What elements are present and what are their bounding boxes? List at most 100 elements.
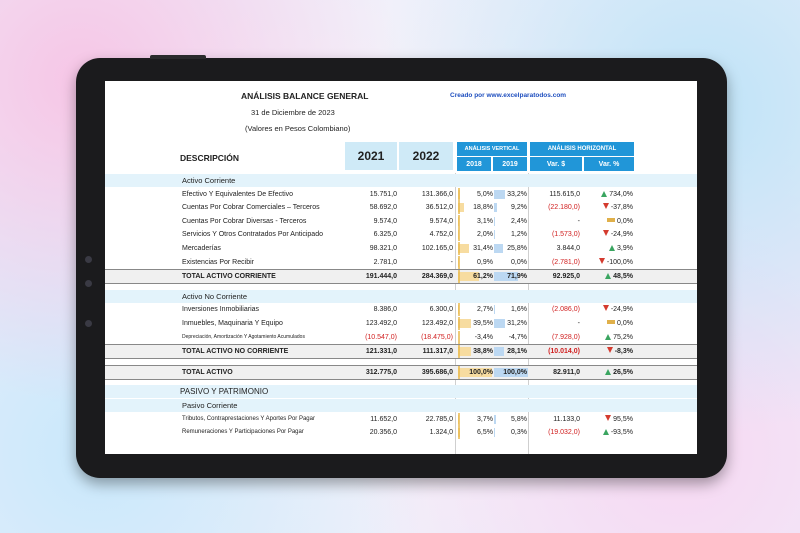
value-2022[interactable]: (18.475,0) bbox=[421, 333, 453, 341]
section-label[interactable]: PASIVO Y PATRIMONIO bbox=[180, 387, 269, 397]
value-2021[interactable]: 6.325,0 bbox=[373, 231, 397, 239]
horizontal-var-pct[interactable]: -24,9% bbox=[583, 228, 633, 241]
value-2022[interactable]: 284.369,0 bbox=[421, 273, 453, 281]
horizontal-var-abs[interactable]: (19.032,0) bbox=[548, 429, 580, 437]
value-2021[interactable]: 8.386,0 bbox=[373, 306, 397, 314]
vertical-pct-year2[interactable]: 5,8% bbox=[511, 415, 527, 423]
horizontal-var-abs[interactable]: (1.573,0) bbox=[551, 231, 580, 239]
value-2022[interactable]: 6.300,0 bbox=[429, 306, 453, 314]
vertical-pct-year1[interactable]: 2,7% bbox=[477, 306, 493, 314]
row-label[interactable]: Depreciación, Amortización Y Agotamiento… bbox=[182, 333, 305, 340]
horizontal-var-pct[interactable]: 0,0% bbox=[583, 317, 633, 330]
horizontal-var-pct[interactable]: 734,0% bbox=[583, 188, 633, 201]
value-2021[interactable]: 15.751,0 bbox=[369, 190, 397, 198]
row-label[interactable]: Servicios Y Otros Contratados Por Antici… bbox=[182, 231, 323, 239]
vertical-pct-year2[interactable]: 0,0% bbox=[511, 258, 527, 266]
vertical-pct-year1[interactable]: 18,8% bbox=[473, 204, 493, 212]
horizontal-var-pct[interactable]: -24,9% bbox=[583, 303, 633, 316]
row-label[interactable]: Mercaderías bbox=[182, 245, 221, 252]
vertical-pct-year2[interactable]: 1,6% bbox=[511, 306, 527, 314]
vertical-pct-year2[interactable]: 100,0% bbox=[503, 368, 527, 376]
horizontal-var-pct[interactable]: 3,9% bbox=[583, 242, 633, 255]
value-2022[interactable]: 395.686,0 bbox=[421, 368, 453, 376]
vertical-pct-year1[interactable]: 31,4% bbox=[473, 245, 493, 252]
value-2021[interactable]: (10.547,0) bbox=[365, 333, 397, 341]
horizontal-var-abs[interactable]: - bbox=[577, 217, 580, 225]
horizontal-var-pct[interactable]: -93,5% bbox=[583, 426, 633, 439]
vertical-pct-year1[interactable]: 39,5% bbox=[473, 320, 493, 327]
value-2021[interactable]: 98.321,0 bbox=[369, 245, 397, 252]
vertical-pct-year1[interactable]: 6,5% bbox=[477, 429, 493, 437]
vertical-pct-year1[interactable]: 5,0% bbox=[477, 190, 493, 198]
section-label[interactable]: Activo No Corriente bbox=[182, 291, 248, 301]
vertical-pct-year2[interactable]: 28,1% bbox=[507, 348, 527, 356]
horizontal-var-abs[interactable]: 115.615,0 bbox=[549, 190, 580, 198]
row-label[interactable]: Existencias Por Recibir bbox=[182, 258, 254, 266]
vertical-pct-year2[interactable]: 33,2% bbox=[507, 190, 527, 198]
row-label[interactable]: Efectivo Y Equivalentes De Efectivo bbox=[182, 190, 294, 198]
value-2021[interactable]: 20.356,0 bbox=[369, 429, 397, 437]
horizontal-var-abs[interactable]: (2.086,0) bbox=[551, 306, 580, 314]
value-2021[interactable]: 9.574,0 bbox=[373, 217, 397, 225]
vertical-pct-year2[interactable]: 1,2% bbox=[511, 231, 527, 239]
value-2021[interactable]: 191.444,0 bbox=[365, 273, 397, 281]
value-2022[interactable]: - bbox=[450, 258, 453, 266]
row-label[interactable]: Inmuebles, Maquinaria Y Equipo bbox=[182, 320, 283, 327]
vertical-pct-year1[interactable]: 3,7% bbox=[477, 415, 493, 423]
value-2022[interactable]: 1.324,0 bbox=[429, 429, 453, 437]
value-2021[interactable]: 2.781,0 bbox=[373, 258, 397, 266]
row-label[interactable]: Tributos, Contraprestaciones Y Aportes P… bbox=[182, 415, 315, 422]
vertical-pct-year1[interactable]: 38,8% bbox=[473, 348, 493, 356]
horizontal-var-abs[interactable]: (10.014,0) bbox=[548, 348, 580, 356]
horizontal-var-pct[interactable]: 26,5% bbox=[583, 366, 633, 379]
horizontal-var-abs[interactable]: - bbox=[577, 320, 580, 327]
horizontal-var-pct[interactable]: 48,5% bbox=[583, 270, 633, 283]
value-2022[interactable]: 111.317,0 bbox=[422, 348, 453, 356]
value-2021[interactable]: 312.775,0 bbox=[365, 368, 397, 376]
horizontal-var-abs[interactable]: 3.844,0 bbox=[556, 245, 580, 252]
row-label[interactable]: Inversiones Inmobiliarias bbox=[182, 306, 260, 314]
vertical-pct-year2[interactable]: 2,4% bbox=[511, 217, 527, 225]
value-2022[interactable]: 131.366,0 bbox=[421, 190, 453, 198]
row-label[interactable]: Cuentas Por Cobrar Comerciales – Tercero… bbox=[182, 204, 320, 212]
horizontal-var-pct[interactable]: -8,3% bbox=[583, 345, 633, 358]
vertical-pct-year2[interactable]: 71,9% bbox=[507, 273, 527, 281]
value-2021[interactable]: 121.331,0 bbox=[365, 348, 397, 356]
vertical-pct-year1[interactable]: 2,0% bbox=[477, 231, 493, 239]
value-2022[interactable]: 4.752,0 bbox=[429, 231, 453, 239]
horizontal-var-abs[interactable]: (7.928,0) bbox=[551, 333, 580, 341]
section-label[interactable]: Activo Corriente bbox=[182, 176, 236, 185]
value-2021[interactable]: 123.492,0 bbox=[365, 320, 397, 327]
vertical-pct-year2[interactable]: -4,7% bbox=[508, 333, 527, 341]
value-2022[interactable]: 9.574,0 bbox=[429, 217, 453, 225]
horizontal-var-pct[interactable]: -100,0% bbox=[583, 256, 633, 269]
value-2022[interactable]: 36.512,0 bbox=[425, 204, 453, 212]
horizontal-var-abs[interactable]: 92.925,0 bbox=[552, 273, 580, 281]
row-label[interactable]: TOTAL ACTIVO bbox=[182, 368, 233, 376]
row-label[interactable]: Remuneraciones Y Participaciones Por Pag… bbox=[182, 429, 304, 436]
credit-link[interactable]: Creado por www.excelparatodos.com bbox=[450, 92, 567, 99]
row-label[interactable]: Cuentas Por Cobrar Diversas - Terceros bbox=[182, 217, 307, 225]
horizontal-var-abs[interactable]: (22.180,0) bbox=[548, 204, 580, 212]
section-label[interactable]: Pasivo Corriente bbox=[182, 401, 238, 410]
horizontal-var-pct[interactable]: 75,2% bbox=[583, 331, 633, 344]
row-label[interactable]: TOTAL ACTIVO NO CORRIENTE bbox=[182, 348, 289, 356]
horizontal-var-abs[interactable]: 11.133,0 bbox=[553, 415, 580, 423]
horizontal-var-abs[interactable]: (2.781,0) bbox=[551, 258, 580, 266]
vertical-pct-year2[interactable]: 31,2% bbox=[507, 320, 527, 327]
vertical-pct-year1[interactable]: -3,4% bbox=[474, 333, 493, 341]
horizontal-var-pct[interactable]: 95,5% bbox=[583, 413, 633, 426]
vertical-pct-year2[interactable]: 25,8% bbox=[507, 245, 527, 252]
row-label[interactable]: TOTAL ACTIVO CORRIENTE bbox=[182, 273, 276, 281]
value-2022[interactable]: 102.165,0 bbox=[421, 245, 453, 252]
value-2021[interactable]: 58.692,0 bbox=[369, 204, 397, 212]
vertical-pct-year2[interactable]: 0,3% bbox=[511, 429, 527, 437]
horizontal-var-abs[interactable]: 82.911,0 bbox=[553, 368, 580, 376]
vertical-pct-year2[interactable]: 9,2% bbox=[511, 204, 527, 212]
horizontal-var-pct[interactable]: -37,8% bbox=[583, 201, 633, 214]
vertical-pct-year1[interactable]: 100,0% bbox=[469, 368, 493, 376]
vertical-pct-year1[interactable]: 61,2% bbox=[473, 273, 493, 281]
value-2021[interactable]: 11.652,0 bbox=[370, 415, 397, 423]
value-2022[interactable]: 22.785,0 bbox=[425, 415, 453, 423]
value-2022[interactable]: 123.492,0 bbox=[421, 320, 453, 327]
